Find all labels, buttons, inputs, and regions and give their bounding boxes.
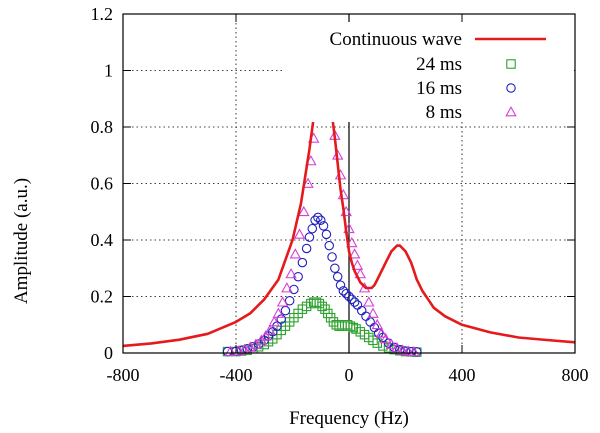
data-point: [253, 342, 264, 352]
data-point: [307, 223, 318, 234]
data-point: [327, 252, 337, 262]
data-point: [315, 215, 326, 225]
data-point: [344, 291, 354, 302]
data-point: [281, 282, 293, 293]
data-point: [348, 248, 361, 259]
data-point: [347, 294, 357, 305]
data-point: [408, 345, 420, 357]
data-point: [317, 301, 327, 312]
series-line-continuous-wave: [122, 69, 576, 348]
legend-marker-24ms: [506, 59, 516, 69]
data-point: [313, 212, 323, 223]
data-point: [276, 296, 289, 307]
data-point: [341, 288, 351, 299]
y-tick-label: 0.2: [91, 287, 114, 307]
legend-marker-point: [506, 83, 516, 93]
x-tick-label: -400: [220, 365, 253, 385]
legend-label-8ms: 8 ms: [426, 102, 462, 123]
x-tick-label: -800: [107, 365, 140, 385]
data-point: [354, 267, 367, 279]
data-point: [375, 327, 388, 338]
legend-label-continuous-wave: Continuous wave: [330, 29, 462, 50]
data-point: [301, 243, 312, 254]
x-tick-label: 0: [345, 365, 354, 385]
data-point: [285, 267, 297, 279]
series-16ms: [222, 212, 422, 357]
tick-layer: -800 -400 0 400 800 0 0.2 0.4 0.6 0.8 1 1.2: [91, 4, 589, 385]
data-point: [293, 228, 306, 239]
y-tick-label: 0: [104, 343, 113, 363]
data-point: [304, 232, 315, 242]
x-tick-label: 400: [449, 365, 476, 385]
data-point: [396, 344, 409, 355]
data-point: [310, 215, 320, 225]
y-tick-label: 0.6: [91, 174, 114, 194]
legend-marker-point: [506, 59, 516, 69]
legend-marker-point: [505, 106, 517, 117]
y-tick-label: 0.8: [91, 117, 114, 137]
legend-label-16ms: 16 ms: [416, 78, 462, 99]
legend-label-24ms: 24 ms: [416, 54, 462, 75]
legend: Continuous wave 24 ms 16 ms 8 ms: [282, 22, 574, 123]
data-point: [268, 315, 280, 327]
data-point: [330, 263, 340, 273]
y-tick-label: 1: [104, 61, 113, 81]
data-point: [402, 345, 415, 356]
data-point: [351, 259, 364, 270]
data-point: [385, 338, 398, 349]
data-point: [276, 314, 286, 324]
data-point: [365, 317, 375, 327]
data-point: [345, 321, 356, 331]
data-point: [363, 296, 375, 307]
data-point: [318, 221, 329, 231]
data-point: [297, 257, 308, 268]
data-point: [298, 205, 310, 217]
data-point: [259, 330, 272, 341]
y-tick-label: 0.4: [91, 230, 114, 250]
data-point: [289, 248, 302, 259]
data-point: [302, 177, 314, 188]
data-point: [264, 324, 276, 335]
data-point: [379, 332, 392, 344]
data-point: [349, 297, 360, 307]
data-point: [346, 236, 358, 248]
data-point: [332, 271, 343, 282]
x-axis-title: Frequency (Hz): [289, 408, 409, 429]
y-tick-label: 1.2: [91, 4, 114, 24]
data-point: [391, 341, 403, 353]
data-point: [335, 280, 346, 290]
data-point: [367, 307, 379, 318]
data-point: [244, 341, 256, 352]
data-point: [321, 229, 332, 240]
data-point: [272, 307, 285, 318]
legend-marker-8ms: [505, 106, 517, 117]
data-point: [314, 298, 325, 309]
data-point: [284, 295, 295, 306]
data-point: [293, 271, 303, 282]
x-tick-label: 800: [562, 365, 589, 385]
y-axis-title: Amplitude (a.u.): [11, 178, 32, 304]
data-point: [324, 240, 334, 251]
data-point: [224, 345, 237, 356]
data-point: [356, 305, 367, 316]
legend-marker-16ms: [506, 83, 516, 93]
data-point: [280, 305, 291, 316]
data-point: [338, 286, 349, 296]
data-point: [371, 318, 383, 330]
